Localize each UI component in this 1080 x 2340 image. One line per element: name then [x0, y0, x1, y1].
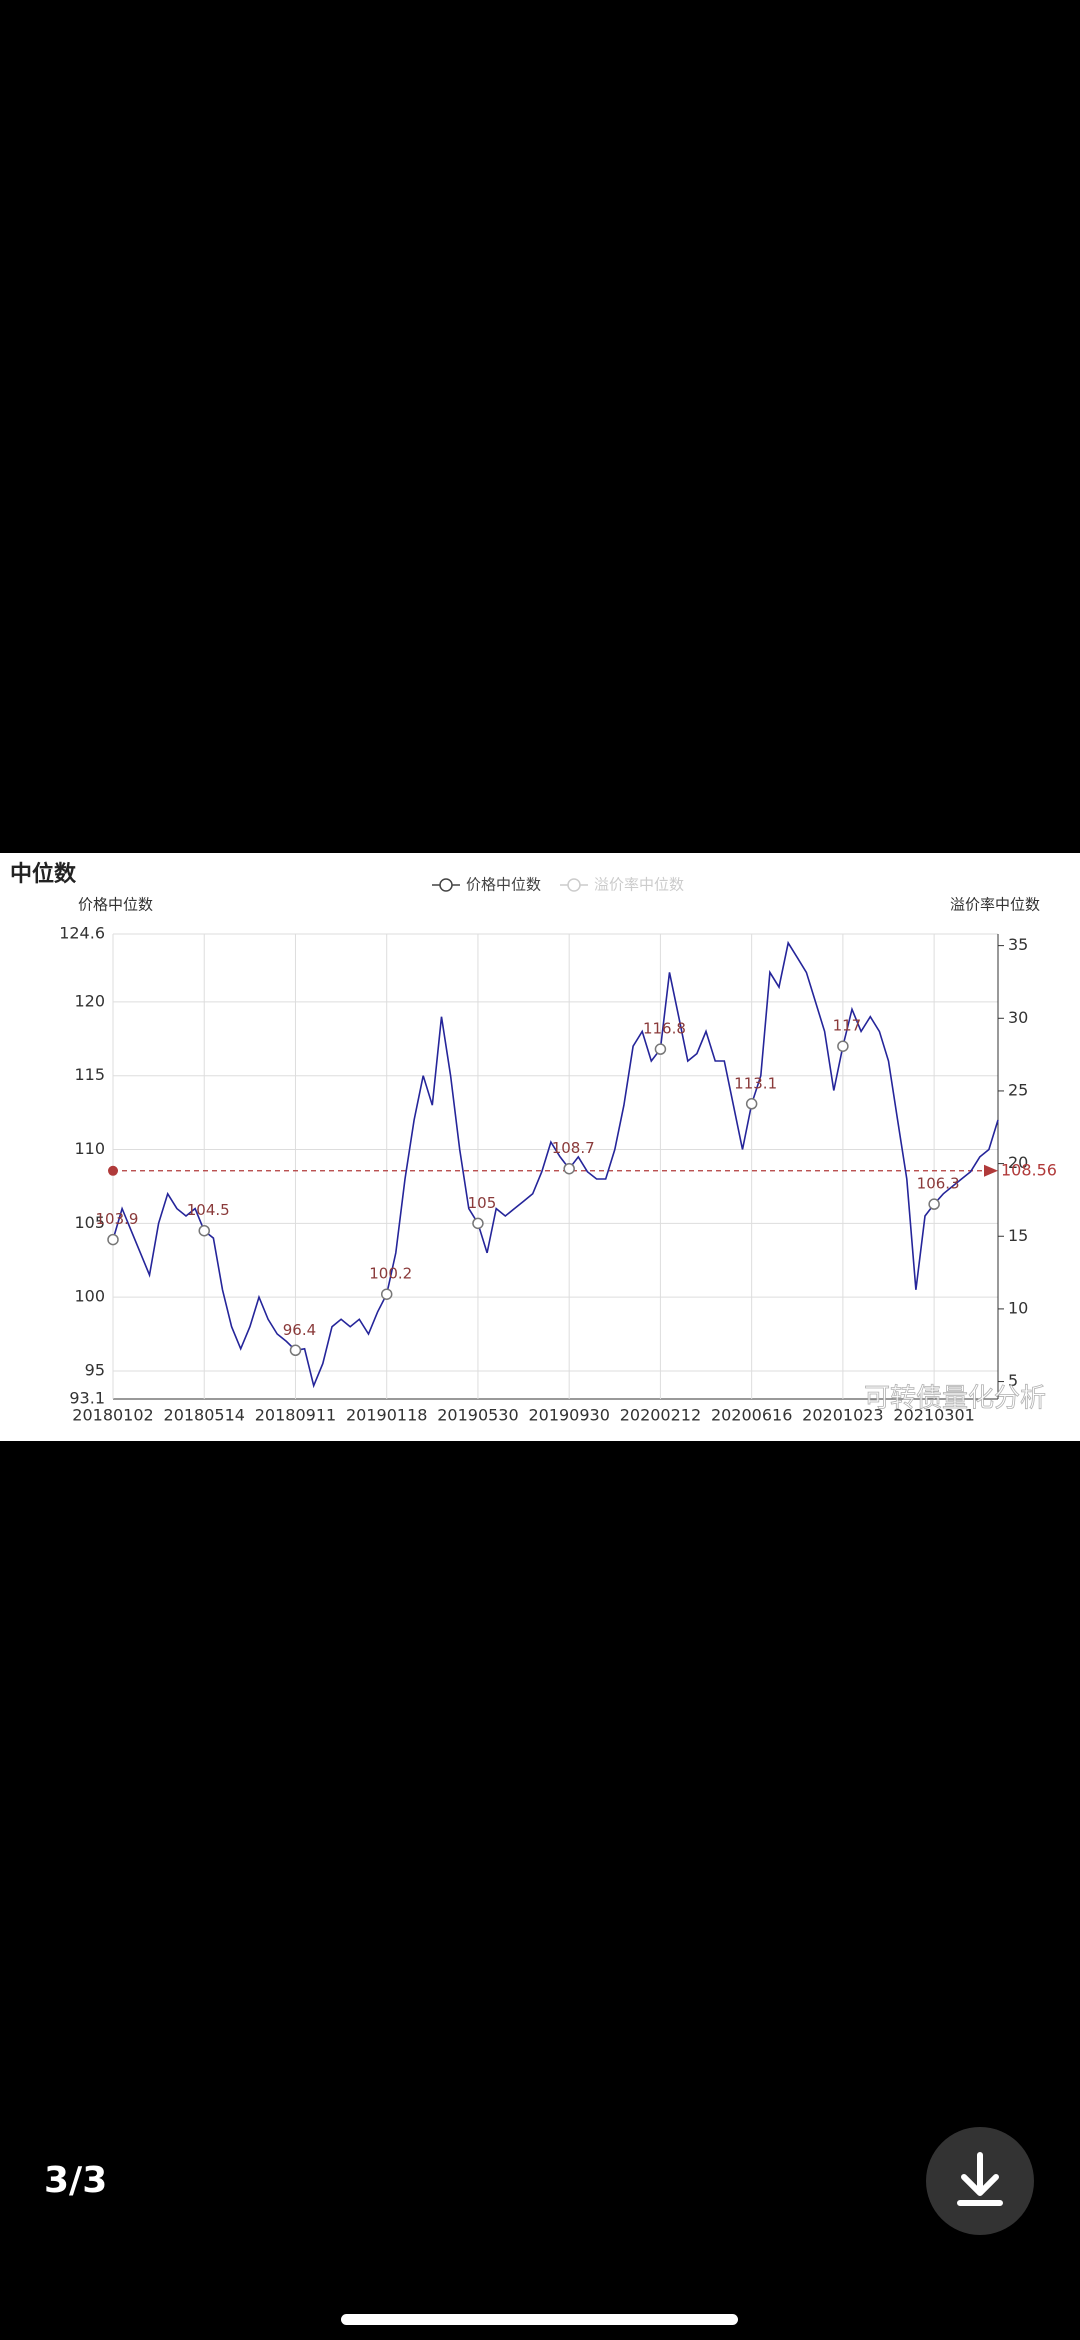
reference-start [108, 1165, 118, 1176]
point-label: 104.5 [187, 1201, 230, 1219]
y2-tick-label: 30 [1008, 1008, 1028, 1027]
y2-tick-label: 20 [1008, 1153, 1028, 1172]
y-tick-label: 95 [85, 1360, 105, 1379]
point-marker [654, 1043, 667, 1055]
legend-icon [567, 878, 581, 892]
x-tick-label: 20190930 [528, 1406, 609, 1425]
point-label: 103.9 [96, 1210, 139, 1228]
point-marker [380, 1288, 393, 1300]
point-label: 113.1 [734, 1074, 777, 1092]
price-line [112, 940, 999, 1389]
y2-tick-label: 25 [1008, 1080, 1028, 1099]
legend-label: 溢价率中位数 [594, 876, 684, 894]
point-marker [289, 1344, 302, 1357]
point-marker [107, 1233, 119, 1246]
watermark: 可转债量化分析 [864, 1384, 1046, 1414]
x-tick-label: 20210301 [893, 1406, 974, 1425]
point-label: 116.8 [643, 1020, 686, 1038]
reference-arrow [984, 1164, 998, 1177]
chart: 中位数 价格中位数 溢价率中位数 价格中位数 溢价率中位数93.195100105… [0, 853, 1080, 1441]
download-button[interactable] [926, 2127, 1034, 2235]
point-label: 105 [468, 1194, 497, 1212]
x-tick-label: 20190530 [437, 1406, 518, 1425]
y2-axis-label: 溢价率中位数 [950, 896, 1040, 914]
x-tick-label: 20200212 [620, 1406, 701, 1425]
point-marker [745, 1098, 758, 1110]
point-label: 100.2 [369, 1265, 412, 1283]
y2-tick-label: 10 [1008, 1298, 1028, 1317]
x-tick-label: 20180514 [164, 1406, 245, 1425]
x-tick-label: 20201023 [802, 1406, 883, 1425]
x-tick-label: 20190118 [346, 1406, 427, 1425]
legend-label: 价格中位数 [466, 876, 541, 894]
y2-tick-label: 15 [1008, 1226, 1028, 1245]
x-tick-label: 20180102 [72, 1406, 153, 1425]
point-label: 108.7 [552, 1139, 595, 1157]
point-label: 106.3 [917, 1175, 960, 1193]
x-tick-label: 20180911 [255, 1406, 336, 1425]
y2-tick-label: 35 [1008, 935, 1028, 954]
point-marker [198, 1224, 210, 1237]
y-tick-label: 93.1 [69, 1389, 105, 1408]
point-marker [563, 1162, 575, 1175]
y-tick-label: 124.6 [59, 924, 105, 943]
y-tick-label: 105 [74, 1213, 105, 1232]
point-label: 117 [833, 1017, 862, 1035]
point-marker [928, 1198, 940, 1210]
point-marker [837, 1040, 849, 1052]
home-indicator[interactable] [341, 2314, 738, 2325]
legend-icon [439, 878, 453, 892]
page-counter: 3/3 [44, 2160, 108, 2201]
chart-background [0, 853, 1080, 1441]
y-axis-label: 价格中位数 [78, 896, 153, 914]
y2-tick-label: 5 [1008, 1371, 1018, 1390]
x-tick-label: 20200616 [711, 1406, 792, 1425]
chart-title: 中位数 [10, 861, 77, 887]
y-tick-label: 110 [74, 1139, 105, 1158]
reference-label: 108.56 [1001, 1160, 1057, 1179]
download-icon [957, 2152, 1003, 2206]
y-tick-label: 115 [74, 1065, 105, 1084]
point-label: 96.4 [283, 1321, 316, 1339]
point-marker [472, 1217, 484, 1230]
y-tick-label: 120 [74, 991, 105, 1010]
y-tick-label: 100 [74, 1287, 105, 1306]
